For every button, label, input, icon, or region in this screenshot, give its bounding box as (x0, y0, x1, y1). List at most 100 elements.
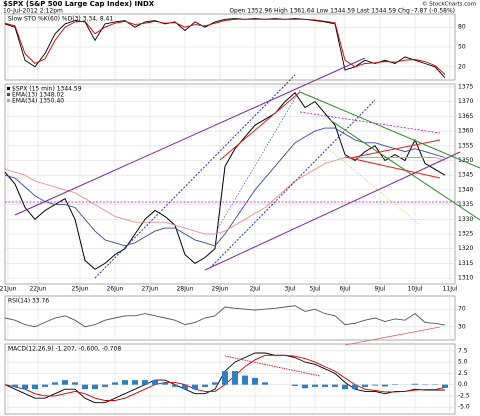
x-tick-label: 9Jul (374, 286, 385, 293)
histogram-bar (32, 384, 38, 390)
histogram-bar (152, 380, 158, 385)
histogram-bar (332, 384, 338, 387)
histogram-bar (342, 384, 348, 390)
histogram-bar (12, 384, 18, 387)
histogram-bar (312, 384, 318, 387)
histogram-bar (352, 384, 358, 390)
x-tick-label: 2Jul (249, 286, 260, 293)
legend-swatch (7, 99, 10, 102)
histogram-bar (122, 380, 128, 385)
panel-frame (4, 343, 456, 415)
x-tick-label: 6Jul (339, 286, 350, 293)
panel-frame (4, 83, 456, 285)
histogram-bar (132, 380, 138, 385)
y-tick-label: 1355 (458, 142, 473, 149)
series-line (4, 18, 446, 79)
x-tick-label: 26Jun (106, 286, 123, 293)
y-tick-label: 1360 (458, 128, 473, 135)
histogram-bar (232, 371, 238, 385)
legend-swatch (7, 93, 10, 96)
trendlines (5, 57, 480, 377)
y-tick-label: 1340 (458, 186, 473, 193)
histogram-bar (262, 382, 268, 385)
x-tick-label: 25Jun (71, 286, 88, 293)
y-tick-label: 1315 (458, 260, 473, 267)
series-line (4, 92, 446, 270)
y-tick-label: 1320 (458, 245, 473, 252)
histogram-bar (442, 384, 448, 388)
histogram-bar (362, 384, 368, 387)
series-line (4, 305, 446, 328)
quote: Open 1352.96 High 1361.64 Low 1344.59 La… (229, 8, 455, 15)
histogram-bar (162, 382, 168, 385)
panel-title: RSI(14) 33.76 (8, 298, 49, 305)
y-tick-label: 1350 (458, 157, 473, 164)
y-tick-label: 1330 (458, 216, 473, 223)
histogram-bar (322, 384, 328, 387)
histogram-bar (242, 375, 248, 385)
histogram-bar (202, 384, 208, 387)
series-line (4, 127, 446, 247)
date: 10-Jul-2012 2:12pm (3, 8, 63, 15)
legend-entry: $SPX (15 min) 1344.59 (12, 86, 82, 93)
x-tick-label: 21Jun (0, 286, 17, 293)
y-tick-label: 1325 (458, 231, 473, 238)
histogram-bar (142, 380, 148, 385)
x-tick-label: 22Jun (29, 286, 46, 293)
histogram-bar (112, 382, 118, 385)
y-tick-label: 5.0 (458, 359, 468, 366)
x-tick-label: 27Jun (141, 286, 158, 293)
histogram-bar (62, 380, 68, 385)
histogram-bar (42, 384, 48, 387)
histogram-bar (252, 377, 258, 385)
y-tick-label: -5.0 (458, 404, 470, 411)
histogram-bar (382, 384, 388, 387)
x-tick-label: 28Jun (176, 286, 193, 293)
series-line (4, 157, 446, 235)
histogram-bar (412, 383, 418, 385)
histogram-bar (82, 384, 88, 390)
histogram-bar (292, 384, 298, 386)
y-tick-label: 1345 (458, 172, 473, 179)
symbol: $SPX (S&P 500 Large Cap Index) INDX (3, 0, 155, 8)
y-tick-label: 1310 (458, 275, 473, 282)
panels: 20 50 80 Slow STO %K(60) %D(3) 3.34, 8.41 21… (0, 13, 473, 415)
y-tick-label: 20 (458, 63, 466, 70)
y-tick-label: 1375 (458, 83, 473, 90)
y-tick-label: 1335 (458, 201, 473, 208)
y-tick-label: 1370 (458, 98, 473, 105)
y-tick-label: 80 (458, 24, 466, 31)
credit: © StockCharts.com (422, 1, 476, 8)
histogram-bar (302, 384, 308, 389)
series-line (4, 18, 446, 75)
legend-swatch (7, 87, 10, 90)
histogram-bar (372, 384, 378, 386)
panel-title: Slow STO %K(60) %D(3) 3.34, 8.41 (8, 16, 113, 23)
legend-entry: EMA(13) 1348.02 (12, 92, 64, 99)
y-tick-label: 50 (458, 44, 466, 51)
y-tick-label: 30 (458, 323, 466, 330)
y-tick-label: 2.5 (458, 370, 468, 377)
x-tick-label: 10Jul (408, 286, 423, 293)
x-tick-label: 3Jul (284, 286, 295, 293)
histogram-bar (192, 384, 198, 390)
y-tick-label: 1365 (458, 113, 473, 120)
histogram-bar (22, 384, 28, 390)
histogram-bar (172, 384, 178, 387)
histogram-bar (182, 384, 188, 390)
panel-title: MACD(12,26,9) -1.207, -0.600, -0.708 (8, 346, 121, 353)
histogram-bar (212, 382, 218, 385)
x-tick-label: 5Jul (309, 286, 320, 293)
legend-entry: EMA(34) 1350.40 (12, 98, 64, 105)
histogram-bar (92, 384, 98, 390)
y-tick-label: 70 (458, 306, 466, 313)
histogram-bar (52, 382, 58, 385)
panel-frame (4, 295, 456, 341)
histogram-bar (102, 384, 108, 387)
y-tick-label: 0.0 (458, 381, 468, 388)
y-tick-label: -2.5 (458, 392, 470, 399)
x-tick-label: 29Jun (211, 286, 228, 293)
x-tick-label: 11Jul (443, 286, 458, 293)
y-tick-label: 7.5 (458, 347, 468, 354)
